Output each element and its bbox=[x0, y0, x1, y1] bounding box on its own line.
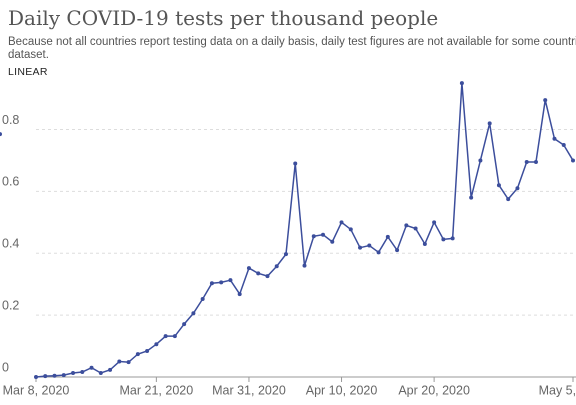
data-point bbox=[348, 227, 353, 232]
data-point bbox=[552, 136, 557, 141]
x-tick-label: Apr 20, 2020 bbox=[398, 383, 470, 397]
data-point bbox=[487, 121, 492, 126]
data-point bbox=[283, 252, 288, 257]
data-point bbox=[256, 271, 261, 276]
data-point bbox=[34, 375, 38, 379]
data-point bbox=[182, 322, 187, 327]
data-point bbox=[274, 264, 279, 269]
data-point bbox=[478, 158, 483, 163]
data-point bbox=[311, 234, 316, 239]
data-point bbox=[385, 234, 390, 239]
data-point bbox=[163, 334, 168, 339]
data-point bbox=[89, 365, 94, 370]
y-tick-label: 0.4 bbox=[2, 237, 19, 251]
data-point bbox=[330, 239, 335, 244]
data-point bbox=[80, 370, 85, 375]
data-point bbox=[209, 281, 214, 286]
data-point bbox=[265, 274, 270, 279]
data-point bbox=[246, 266, 251, 271]
data-point bbox=[71, 370, 76, 375]
data-point bbox=[200, 297, 205, 302]
data-point bbox=[237, 292, 242, 297]
data-point bbox=[367, 243, 372, 248]
data-point bbox=[117, 359, 122, 364]
y-tick-label: 0.2 bbox=[2, 298, 19, 312]
y-tick-label: 0.6 bbox=[2, 175, 19, 189]
data-point bbox=[135, 352, 140, 357]
data-point bbox=[228, 278, 233, 283]
data-point bbox=[515, 186, 520, 191]
y-tick-label: 0.8 bbox=[2, 113, 19, 127]
data-point bbox=[52, 373, 57, 378]
scale-toggle[interactable]: LINEAR bbox=[8, 66, 48, 78]
data-point bbox=[506, 197, 511, 202]
data-point bbox=[496, 183, 501, 188]
data-point bbox=[0, 132, 2, 137]
data-point bbox=[561, 142, 566, 147]
data-point bbox=[191, 311, 196, 316]
data-point bbox=[571, 158, 575, 163]
chart-subtitle: Because not all countries report testing… bbox=[8, 36, 576, 61]
data-point bbox=[339, 220, 344, 225]
data-point bbox=[469, 195, 474, 200]
data-point bbox=[543, 98, 548, 103]
data-point bbox=[61, 373, 66, 378]
data-point bbox=[422, 241, 427, 246]
data-point bbox=[533, 159, 538, 164]
data-point bbox=[413, 226, 418, 231]
data-point bbox=[376, 250, 381, 255]
data-point bbox=[358, 245, 363, 250]
data-point bbox=[145, 349, 150, 354]
data-point bbox=[108, 367, 113, 372]
data-point bbox=[302, 263, 307, 268]
data-point bbox=[172, 334, 177, 339]
data-point bbox=[404, 223, 409, 228]
data-point bbox=[321, 232, 326, 237]
data-point bbox=[450, 236, 455, 241]
data-point bbox=[293, 161, 298, 166]
data-point bbox=[154, 342, 159, 347]
x-tick-label: Mar 8, 2020 bbox=[3, 383, 70, 397]
data-point bbox=[432, 220, 437, 225]
y-tick-label: 0 bbox=[2, 360, 9, 374]
x-tick-label: Mar 21, 2020 bbox=[120, 383, 194, 397]
data-point bbox=[441, 237, 446, 242]
data-point bbox=[395, 248, 400, 253]
data-point bbox=[126, 360, 131, 365]
data-point bbox=[219, 280, 224, 285]
data-point bbox=[98, 370, 103, 375]
data-point bbox=[43, 374, 48, 379]
x-tick-label: May 5, 2020 bbox=[539, 383, 576, 397]
chart-title: Daily COVID-19 tests per thousand people bbox=[8, 6, 439, 30]
data-point bbox=[459, 81, 464, 86]
x-tick-label: Mar 31, 2020 bbox=[212, 383, 286, 397]
series-line bbox=[35, 83, 574, 378]
data-point bbox=[524, 159, 529, 164]
x-tick-label: Apr 10, 2020 bbox=[306, 383, 378, 397]
